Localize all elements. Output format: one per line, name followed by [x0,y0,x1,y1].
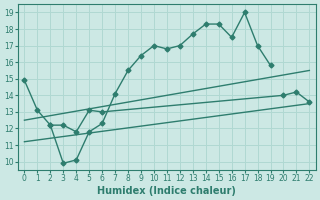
X-axis label: Humidex (Indice chaleur): Humidex (Indice chaleur) [98,186,236,196]
